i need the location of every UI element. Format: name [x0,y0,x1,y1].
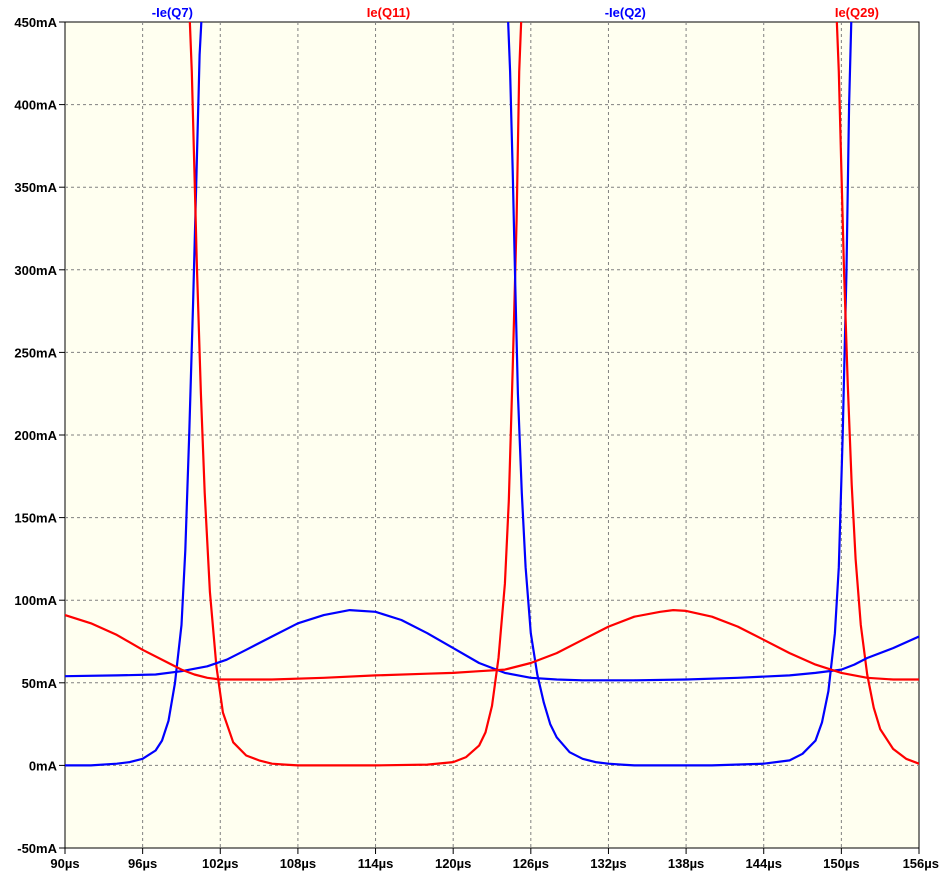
x-tick-label: 126µs [513,856,549,871]
trace-line-3[interactable] [835,6,919,765]
x-tick-label: 156µs [903,856,939,871]
y-tick-label: 0mA [29,758,58,773]
x-tick-label: 144µs [746,856,782,871]
x-tick-label: 90µs [50,856,79,871]
trace-label[interactable]: Ie(Q11) [367,5,410,20]
y-tick-label: 400mA [14,98,57,113]
trace-legend[interactable]: -Ie(Q7) Ie(Q11) -Ie(Q2) Ie(Q29) [152,5,879,20]
trace-line-5[interactable] [65,608,919,681]
trace-label[interactable]: -Ie(Q2) [605,5,646,20]
x-tick-label: 108µs [280,856,316,871]
y-tick-label: 350mA [14,180,57,195]
y-tick-label: 150mA [14,511,57,526]
trace-layer [65,6,919,767]
x-tick-label: 138µs [668,856,704,871]
y-tick-label: 50mA [22,676,58,691]
grid-lines [65,22,919,848]
x-axis[interactable]: 90µs 96µs 102µs 108µs 114µs 120µs 126µs 132µs 13… [50,848,939,871]
x-tick-label: 102µs [202,856,238,871]
x-tick-label: 150µs [823,856,859,871]
x-tick-label: 114µs [358,856,394,871]
trace-label[interactable]: -Ie(Q7) [152,5,193,20]
y-tick-label: 100mA [14,593,57,608]
x-tick-label: 96µs [128,856,157,871]
trace-line-2[interactable] [507,6,853,767]
x-tick-label: 132µs [590,856,626,871]
trace-label[interactable]: Ie(Q29) [835,5,879,20]
y-tick-label: 200mA [14,428,57,443]
trace-line-1[interactable] [188,6,523,767]
x-tick-label: 120µs [435,856,471,871]
y-tick-label: -50mA [17,841,57,856]
y-tick-label: 250mA [14,345,57,360]
y-tick-label: 300mA [14,263,57,278]
trace-line-4[interactable] [65,608,919,682]
y-axis[interactable]: -50mA 0mA 50mA 100mA 150mA 200mA 250mA 300mA 350… [14,15,65,856]
y-tick-label: 450mA [14,15,57,30]
